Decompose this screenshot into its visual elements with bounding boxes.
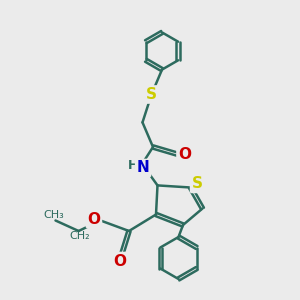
Text: O: O [113,254,127,268]
Text: H: H [128,159,138,172]
Text: CH₂: CH₂ [69,231,89,242]
Text: S: S [192,176,203,191]
Text: N: N [137,160,149,175]
Text: O: O [178,147,191,162]
Text: S: S [146,87,157,102]
Text: O: O [87,212,101,226]
Text: CH₃: CH₃ [44,210,64,220]
